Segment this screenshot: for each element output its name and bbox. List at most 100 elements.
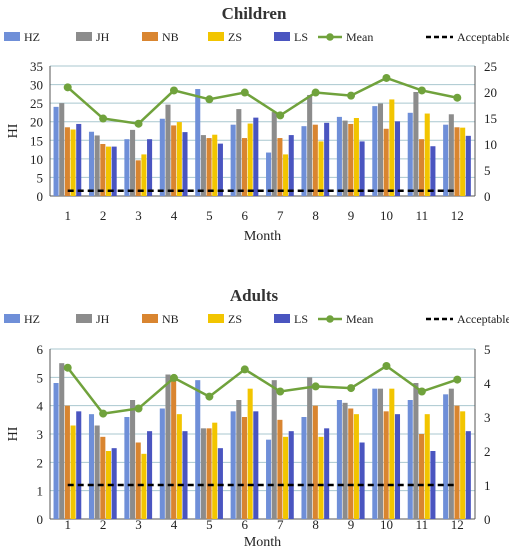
bar xyxy=(182,132,188,196)
y-axis-title: HI xyxy=(6,426,21,441)
bar xyxy=(383,128,389,196)
legend-swatch xyxy=(4,32,20,41)
legend-item-jh: JH xyxy=(76,30,110,44)
legend-item-acceptable-level: Acceptable level xyxy=(426,30,509,44)
x-tick-label: 9 xyxy=(348,517,355,532)
mean-point xyxy=(240,365,249,374)
mean-point xyxy=(99,409,108,418)
mean-point xyxy=(99,114,108,123)
bar xyxy=(324,122,330,196)
mean-point xyxy=(240,88,249,97)
legend-label: NB xyxy=(162,312,179,326)
mean-point xyxy=(453,93,462,102)
bar xyxy=(312,124,318,196)
legend-swatch xyxy=(208,314,224,323)
legend-item-zs: ZS xyxy=(208,30,242,44)
bar xyxy=(318,141,324,196)
y2-tick-label: 25 xyxy=(484,59,497,74)
bar xyxy=(283,154,289,196)
mean-point xyxy=(417,86,426,95)
x-tick-label: 3 xyxy=(135,517,142,532)
bar xyxy=(206,428,212,519)
mean-point xyxy=(382,362,391,370)
bar xyxy=(130,129,136,196)
bar xyxy=(212,134,218,196)
bar xyxy=(230,411,236,519)
mean-point xyxy=(169,86,178,95)
mean-point xyxy=(276,111,285,120)
bar xyxy=(64,405,70,519)
y-axis-title: HI xyxy=(6,123,21,138)
x-tick-label: 2 xyxy=(100,517,107,532)
bar xyxy=(454,127,460,196)
bar xyxy=(413,92,419,196)
x-tick-label: 8 xyxy=(312,517,319,532)
bar xyxy=(342,402,348,519)
legend-label: NB xyxy=(162,30,179,44)
x-tick-label: 10 xyxy=(380,517,393,532)
bar xyxy=(460,127,466,196)
mean-point xyxy=(347,91,356,100)
mean-point xyxy=(417,387,426,396)
bar xyxy=(100,144,106,196)
bar xyxy=(271,380,277,519)
mean-point xyxy=(311,88,320,97)
bar xyxy=(230,124,236,196)
mean-point xyxy=(63,83,72,92)
bar xyxy=(195,380,201,519)
x-tick-label: 5 xyxy=(206,517,213,532)
mean-point xyxy=(205,95,214,104)
legend-label: LS xyxy=(294,312,308,326)
bar xyxy=(141,154,147,196)
x-tick-label: 3 xyxy=(135,208,142,223)
bar xyxy=(217,448,223,519)
series-jh xyxy=(59,363,454,519)
bar xyxy=(443,124,449,196)
bar xyxy=(165,374,171,519)
x-tick-label: 2 xyxy=(100,208,107,223)
legend-item-hz: HZ xyxy=(4,312,40,326)
bar xyxy=(288,135,294,196)
bar xyxy=(70,425,76,519)
y2-tick-label: 5 xyxy=(484,163,491,178)
bar xyxy=(359,141,365,196)
bar xyxy=(377,103,384,196)
bar xyxy=(301,417,307,519)
bar xyxy=(94,135,100,196)
bar xyxy=(182,431,188,519)
bar xyxy=(318,436,324,519)
bar xyxy=(277,138,283,196)
legend-item-jh: JH xyxy=(76,312,110,326)
bar xyxy=(247,388,253,519)
bar xyxy=(413,383,419,519)
chart-title: Children xyxy=(222,4,287,23)
x-tick-label: 12 xyxy=(451,517,464,532)
bar xyxy=(124,417,130,519)
legend-marker xyxy=(326,315,334,323)
legend-item-nb: NB xyxy=(142,30,179,44)
mean-point xyxy=(134,119,143,128)
x-tick-label: 7 xyxy=(277,208,284,223)
series-jh xyxy=(59,92,454,196)
legend-label: ZS xyxy=(228,30,242,44)
x-tick-label: 9 xyxy=(348,208,355,223)
x-tick-label: 10 xyxy=(380,208,393,223)
x-axis-title: Month xyxy=(244,535,281,550)
bar xyxy=(448,114,454,196)
bar xyxy=(448,388,454,519)
bar xyxy=(336,116,342,196)
y-tick-label: 15 xyxy=(30,133,43,148)
bar xyxy=(372,106,378,196)
bar xyxy=(59,103,65,196)
y-tick-label: 0 xyxy=(37,512,44,527)
y2-tick-label: 3 xyxy=(484,410,491,425)
bar xyxy=(407,112,413,196)
x-tick-label: 7 xyxy=(277,517,284,532)
bar xyxy=(165,104,171,196)
y2-tick-label: 10 xyxy=(484,137,497,152)
bar xyxy=(135,442,141,519)
bar xyxy=(324,428,330,519)
bar xyxy=(266,439,272,519)
bar xyxy=(377,388,384,519)
